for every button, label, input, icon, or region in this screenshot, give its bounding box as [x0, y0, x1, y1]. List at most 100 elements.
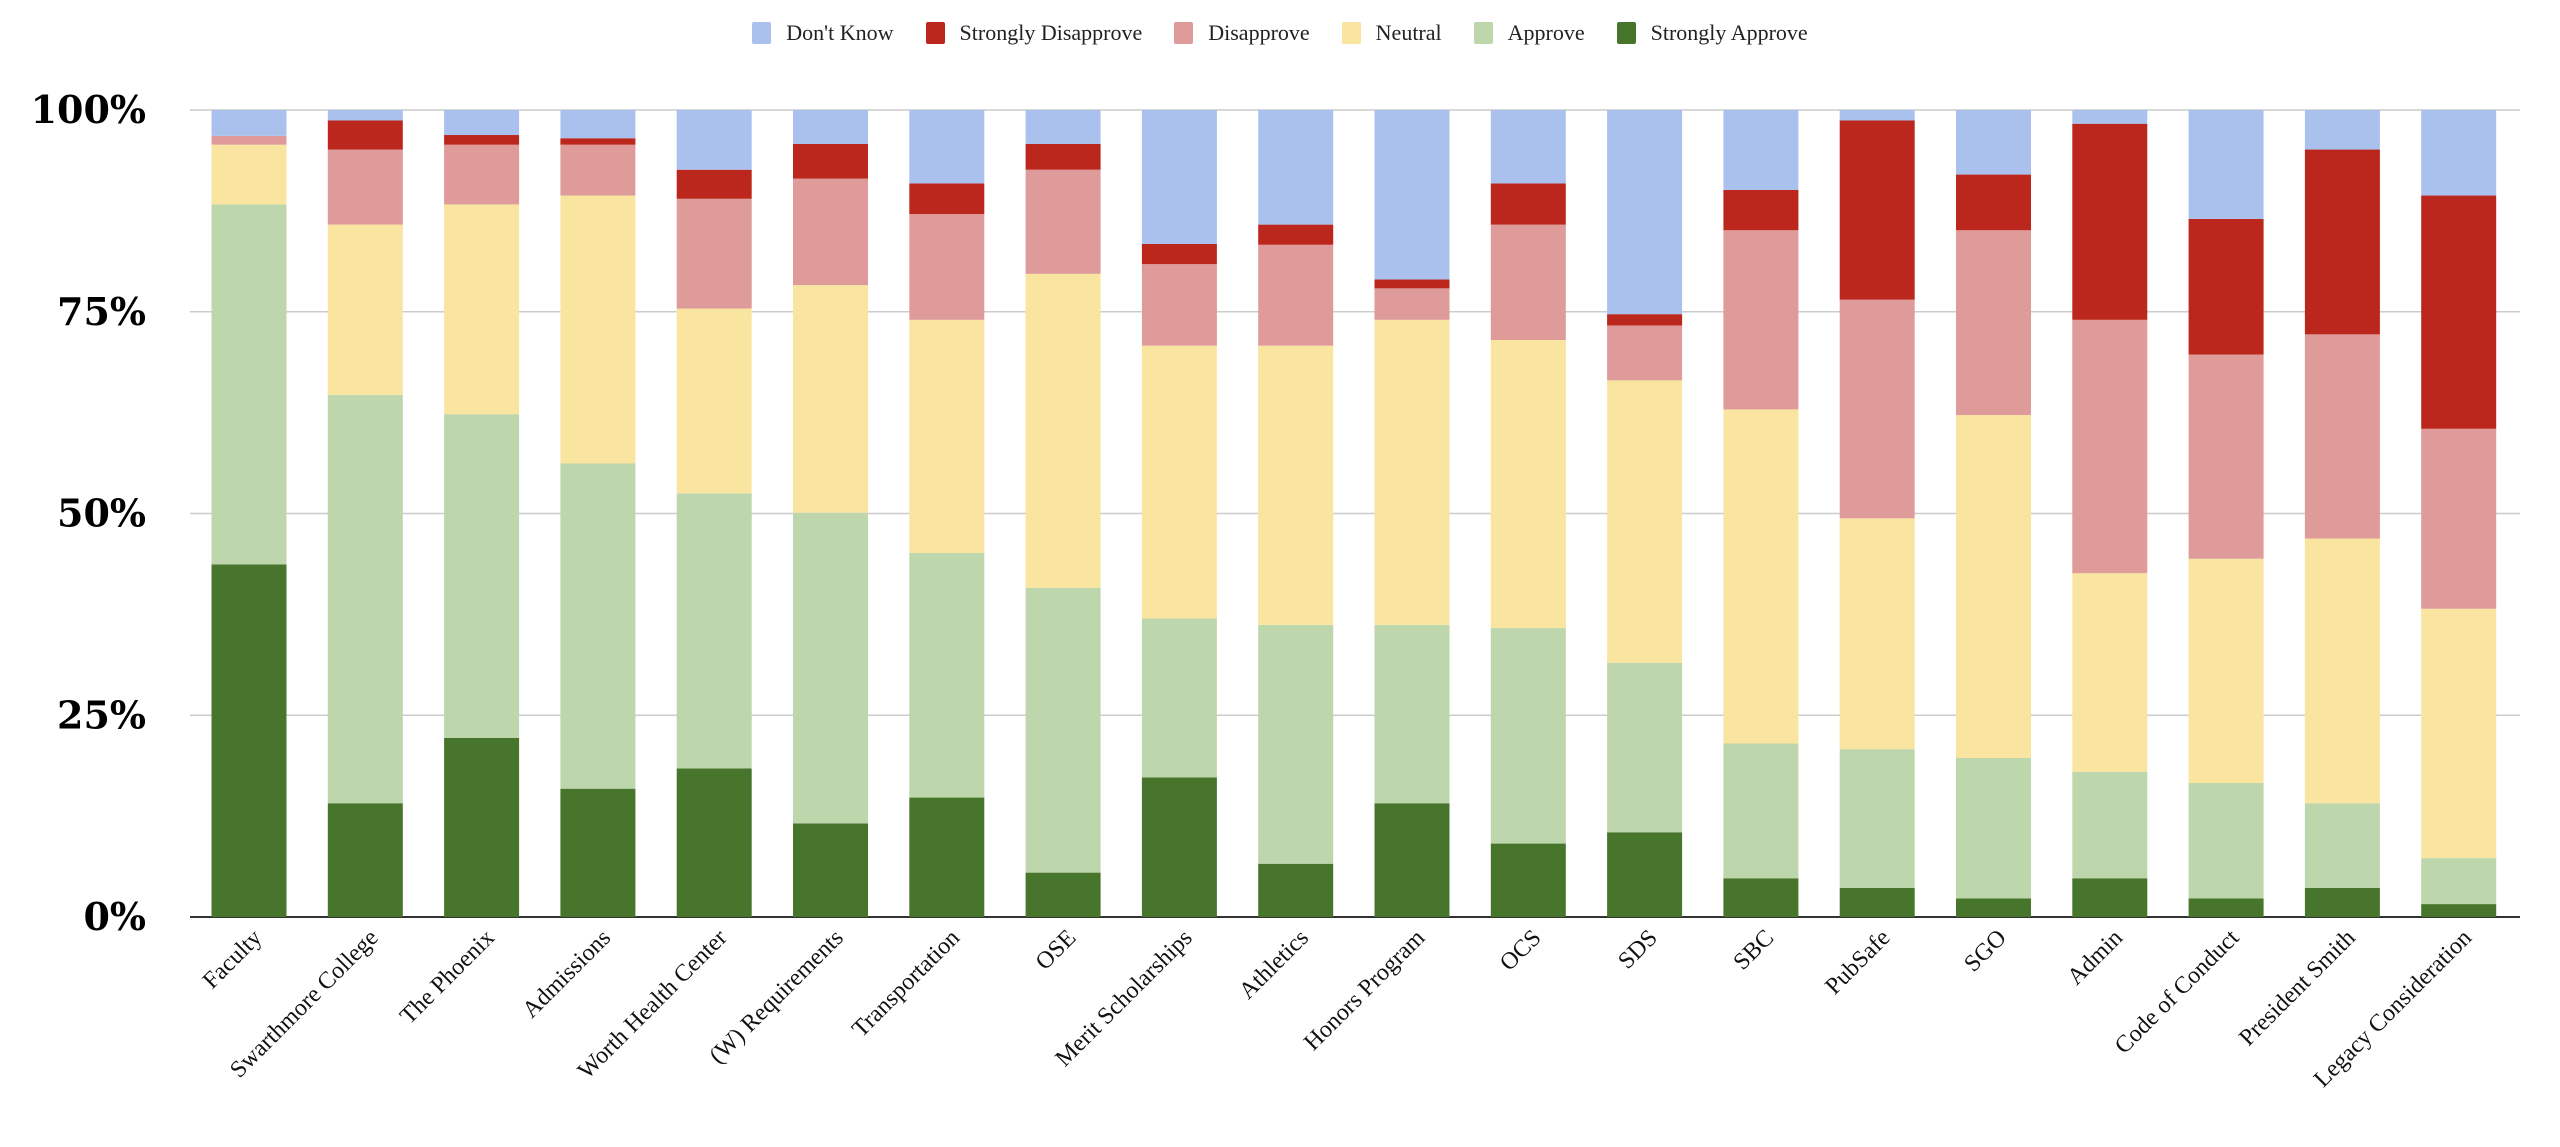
- bar-group-the-phoenix: [444, 110, 520, 917]
- bar-segment-strongly-disapprove: [1607, 314, 1683, 326]
- bar-group-honors-program: [1374, 110, 1450, 917]
- bar-segment-strongly-disapprove: [676, 169, 752, 199]
- bar-segment-strongly-disapprove: [1025, 143, 1101, 170]
- bar-segment-strongly-approve: [1490, 843, 1566, 917]
- bar-group-legacy-consideration: [2421, 110, 2497, 917]
- bar-segment-strongly-disapprove: [1258, 224, 1334, 245]
- bar-group-transportation: [909, 110, 985, 917]
- bar-segment-don-t-know: [1607, 110, 1683, 315]
- bar-segment-approve: [793, 512, 868, 824]
- bar-segment-approve: [1258, 624, 1334, 864]
- bar-segment-neutral: [676, 308, 752, 494]
- bar-segment-don-t-know: [444, 110, 520, 136]
- bar-segment-disapprove: [1956, 230, 2031, 416]
- legend-label: Neutral: [1375, 20, 1442, 45]
- bar-segment-neutral: [909, 319, 985, 554]
- bar-segment-approve: [2421, 858, 2497, 905]
- legend-swatch: [1473, 22, 1493, 44]
- x-tick-label: Admin: [2063, 925, 2129, 991]
- bar-segment-don-t-know: [909, 110, 985, 184]
- bar-segment-neutral: [1490, 339, 1566, 629]
- bar-segment-disapprove: [211, 135, 287, 145]
- legend-item-approve: Approve: [1473, 20, 1585, 46]
- bar-segment-strongly-disapprove: [1956, 174, 2031, 231]
- bar-segment-strongly-approve: [560, 788, 636, 917]
- bar-segment-strongly-disapprove: [444, 135, 520, 145]
- bar-segment-disapprove: [1374, 288, 1450, 320]
- bar-segment-disapprove: [1141, 264, 1217, 346]
- bar-segment-disapprove: [1723, 230, 1799, 410]
- bar-segment-neutral: [2188, 558, 2264, 784]
- bar-segment-don-t-know: [1025, 110, 1101, 144]
- bar-segment-approve: [327, 394, 403, 804]
- bar-segment-don-t-know: [676, 110, 752, 170]
- bar-group-ose: [1025, 110, 1101, 917]
- bar-segment-disapprove: [1258, 244, 1334, 346]
- bar-segment-neutral: [793, 285, 868, 513]
- bar-segment-don-t-know: [1956, 110, 2031, 175]
- x-tick-label: Athletics: [1234, 925, 1314, 1005]
- x-tick-label: Transportation: [847, 925, 965, 1043]
- bar-segment-don-t-know: [2304, 110, 2380, 150]
- x-tick-label: OCS: [1495, 925, 1546, 976]
- bar-segment-disapprove: [2304, 334, 2380, 539]
- bar-group-worth-health-center: [676, 110, 752, 917]
- bar-segment-approve: [1374, 624, 1450, 804]
- bar-segment-disapprove: [2421, 428, 2497, 609]
- bar-segment-approve: [676, 493, 752, 769]
- bar-segment-strongly-disapprove: [1374, 279, 1450, 289]
- bar-segment-don-t-know: [211, 110, 287, 136]
- legend-item-disapprove: Disapprove: [1174, 20, 1310, 46]
- bar-segment-strongly-disapprove: [1723, 189, 1799, 231]
- bar-segment-neutral: [1025, 273, 1101, 588]
- bar-group-merit-scholarships: [1141, 110, 1217, 917]
- bar-segment-strongly-approve: [909, 797, 985, 917]
- bar-group-admin: [2072, 110, 2148, 917]
- bar-segment-neutral: [327, 224, 403, 395]
- x-tick-label: SGO: [1959, 925, 2011, 977]
- bar-segment-approve: [1956, 758, 2031, 899]
- bar-group-ocs: [1490, 110, 1566, 917]
- bar-segment-strongly-approve: [1141, 777, 1217, 917]
- bar-segment-don-t-know: [1374, 110, 1450, 280]
- x-tick-label: Honors Program: [1299, 925, 1430, 1056]
- bar-group-sds: [1607, 110, 1683, 917]
- bar-segment-strongly-disapprove: [1839, 120, 1915, 300]
- bar-segment-approve: [1839, 749, 1915, 888]
- bar-group-code-of-conduct: [2188, 110, 2264, 917]
- bar-segment-neutral: [1141, 345, 1217, 619]
- bar-segment-strongly-disapprove: [909, 183, 985, 215]
- bar-segment-strongly-approve: [793, 823, 868, 917]
- bar-segment-disapprove: [2188, 354, 2264, 559]
- legend-swatch: [1174, 22, 1194, 44]
- bar-segment-strongly-approve: [1258, 863, 1334, 917]
- bar-segment-don-t-know: [1258, 110, 1334, 225]
- bar-segment-strongly-approve: [444, 737, 520, 917]
- bar-segment-disapprove: [1025, 169, 1101, 274]
- bar-group-sgo: [1956, 110, 2031, 917]
- y-tick-label: 50%: [57, 491, 146, 536]
- bar-segment-don-t-know: [560, 110, 636, 139]
- legend-swatch: [752, 22, 772, 44]
- bar-segment-strongly-disapprove: [1141, 243, 1217, 265]
- bar-segment-approve: [211, 204, 287, 565]
- bar-segment-disapprove: [2072, 319, 2148, 574]
- bar-segment-strongly-approve: [1723, 878, 1799, 917]
- bar-segment-approve: [560, 463, 636, 789]
- bar-segment-approve: [1723, 743, 1799, 879]
- legend-item-strongly-disapprove: Strongly Disapprove: [925, 20, 1142, 46]
- bar-segment-don-t-know: [2072, 110, 2148, 124]
- bar-segment-disapprove: [327, 149, 403, 225]
- x-tick-label: SBC: [1729, 925, 1779, 975]
- bar-segment-strongly-disapprove: [793, 143, 868, 179]
- bar-segment-approve: [1607, 662, 1683, 833]
- bar-segment-neutral: [444, 204, 520, 415]
- x-tick-label: Admissions: [518, 925, 617, 1024]
- bar-segment-neutral: [2072, 573, 2148, 772]
- bar-segment-strongly-disapprove: [560, 138, 636, 145]
- bar-segment-approve: [2072, 771, 2148, 879]
- bar-segment-don-t-know: [1141, 110, 1217, 244]
- x-tick-label: Faculty: [198, 925, 267, 994]
